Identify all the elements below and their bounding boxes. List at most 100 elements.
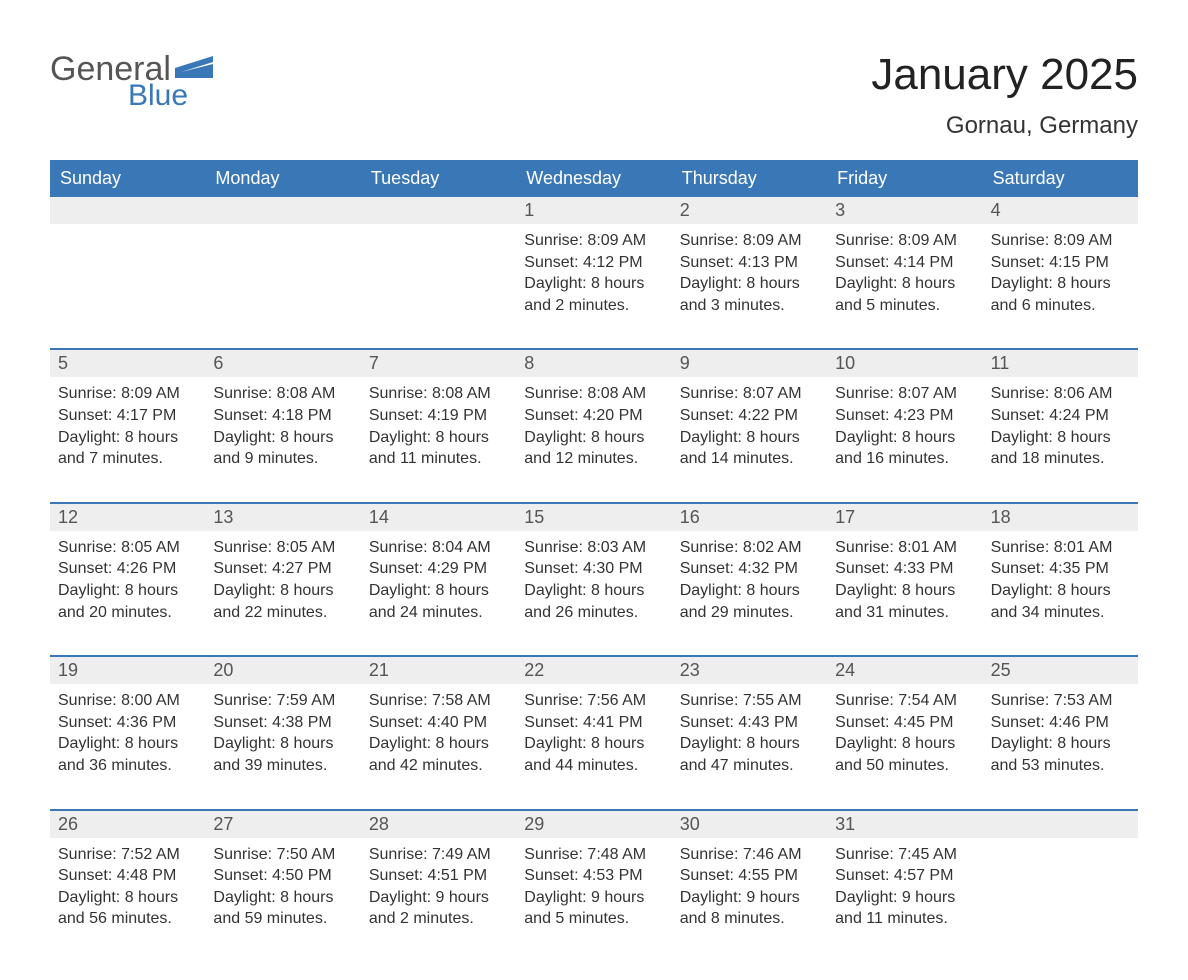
sunset-text: Sunset: 4:24 PM bbox=[991, 405, 1130, 427]
daylight-text-1: Daylight: 8 hours bbox=[524, 427, 663, 449]
top-bar: General Blue January 2025 Gornau, German… bbox=[50, 50, 1138, 140]
sunrise-text: Sunrise: 7:52 AM bbox=[58, 844, 197, 866]
sunrise-text: Sunrise: 8:05 AM bbox=[58, 537, 197, 559]
day-number: 15 bbox=[516, 504, 671, 531]
sunset-text: Sunset: 4:19 PM bbox=[369, 405, 508, 427]
sunrise-text: Sunrise: 7:48 AM bbox=[524, 844, 663, 866]
day-cell: 2Sunrise: 8:09 AMSunset: 4:13 PMDaylight… bbox=[672, 197, 827, 326]
day-cell: 13Sunrise: 8:05 AMSunset: 4:27 PMDayligh… bbox=[205, 504, 360, 633]
day-body: Sunrise: 8:09 AMSunset: 4:15 PMDaylight:… bbox=[983, 224, 1138, 326]
day-body: Sunrise: 7:58 AMSunset: 4:40 PMDaylight:… bbox=[361, 684, 516, 786]
daylight-text-1: Daylight: 8 hours bbox=[835, 580, 974, 602]
day-number: 2 bbox=[672, 197, 827, 224]
day-cell bbox=[361, 197, 516, 326]
day-cell: 6Sunrise: 8:08 AMSunset: 4:18 PMDaylight… bbox=[205, 350, 360, 479]
day-number: 24 bbox=[827, 657, 982, 684]
day-number: 5 bbox=[50, 350, 205, 377]
daylight-text-2: and 56 minutes. bbox=[58, 908, 197, 930]
sunrise-text: Sunrise: 8:09 AM bbox=[680, 230, 819, 252]
daylight-text-2: and 8 minutes. bbox=[680, 908, 819, 930]
day-cell: 27Sunrise: 7:50 AMSunset: 4:50 PMDayligh… bbox=[205, 811, 360, 940]
week-row: 12Sunrise: 8:05 AMSunset: 4:26 PMDayligh… bbox=[50, 502, 1138, 633]
location-label: Gornau, Germany bbox=[871, 112, 1138, 140]
sunset-text: Sunset: 4:15 PM bbox=[991, 252, 1130, 274]
day-body: Sunrise: 7:53 AMSunset: 4:46 PMDaylight:… bbox=[983, 684, 1138, 786]
daylight-text-2: and 11 minutes. bbox=[369, 448, 508, 470]
sunrise-text: Sunrise: 8:01 AM bbox=[991, 537, 1130, 559]
logo: General Blue bbox=[50, 50, 213, 113]
day-cell: 1Sunrise: 8:09 AMSunset: 4:12 PMDaylight… bbox=[516, 197, 671, 326]
day-cell: 26Sunrise: 7:52 AMSunset: 4:48 PMDayligh… bbox=[50, 811, 205, 940]
day-number: 11 bbox=[983, 350, 1138, 377]
daylight-text-1: Daylight: 8 hours bbox=[369, 427, 508, 449]
day-number: 22 bbox=[516, 657, 671, 684]
daylight-text-1: Daylight: 8 hours bbox=[58, 887, 197, 909]
day-body bbox=[361, 224, 516, 310]
daylight-text-2: and 39 minutes. bbox=[213, 755, 352, 777]
day-cell: 14Sunrise: 8:04 AMSunset: 4:29 PMDayligh… bbox=[361, 504, 516, 633]
sunrise-text: Sunrise: 8:08 AM bbox=[524, 383, 663, 405]
daylight-text-1: Daylight: 8 hours bbox=[213, 427, 352, 449]
day-header-friday: Friday bbox=[827, 160, 982, 197]
sunrise-text: Sunrise: 8:08 AM bbox=[369, 383, 508, 405]
daylight-text-1: Daylight: 9 hours bbox=[369, 887, 508, 909]
daylight-text-2: and 7 minutes. bbox=[58, 448, 197, 470]
sunset-text: Sunset: 4:53 PM bbox=[524, 865, 663, 887]
daylight-text-2: and 26 minutes. bbox=[524, 602, 663, 624]
sunset-text: Sunset: 4:33 PM bbox=[835, 558, 974, 580]
sunrise-text: Sunrise: 8:07 AM bbox=[835, 383, 974, 405]
sunrise-text: Sunrise: 7:49 AM bbox=[369, 844, 508, 866]
day-cell: 31Sunrise: 7:45 AMSunset: 4:57 PMDayligh… bbox=[827, 811, 982, 940]
day-body: Sunrise: 8:07 AMSunset: 4:22 PMDaylight:… bbox=[672, 377, 827, 479]
day-number: 19 bbox=[50, 657, 205, 684]
day-number: 21 bbox=[361, 657, 516, 684]
calendar: Sunday Monday Tuesday Wednesday Thursday… bbox=[50, 160, 1138, 940]
day-body: Sunrise: 7:54 AMSunset: 4:45 PMDaylight:… bbox=[827, 684, 982, 786]
day-body: Sunrise: 8:04 AMSunset: 4:29 PMDaylight:… bbox=[361, 531, 516, 633]
sunrise-text: Sunrise: 8:01 AM bbox=[835, 537, 974, 559]
day-cell: 29Sunrise: 7:48 AMSunset: 4:53 PMDayligh… bbox=[516, 811, 671, 940]
day-body: Sunrise: 8:02 AMSunset: 4:32 PMDaylight:… bbox=[672, 531, 827, 633]
daylight-text-2: and 50 minutes. bbox=[835, 755, 974, 777]
day-cell: 25Sunrise: 7:53 AMSunset: 4:46 PMDayligh… bbox=[983, 657, 1138, 786]
daylight-text-1: Daylight: 8 hours bbox=[524, 580, 663, 602]
day-body: Sunrise: 7:50 AMSunset: 4:50 PMDaylight:… bbox=[205, 838, 360, 940]
daylight-text-1: Daylight: 8 hours bbox=[991, 580, 1130, 602]
daylight-text-1: Daylight: 8 hours bbox=[369, 733, 508, 755]
day-body: Sunrise: 8:09 AMSunset: 4:13 PMDaylight:… bbox=[672, 224, 827, 326]
day-cell: 19Sunrise: 8:00 AMSunset: 4:36 PMDayligh… bbox=[50, 657, 205, 786]
day-body: Sunrise: 8:01 AMSunset: 4:33 PMDaylight:… bbox=[827, 531, 982, 633]
daylight-text-1: Daylight: 8 hours bbox=[524, 733, 663, 755]
day-cell bbox=[50, 197, 205, 326]
daylight-text-2: and 11 minutes. bbox=[835, 908, 974, 930]
day-number: 4 bbox=[983, 197, 1138, 224]
daylight-text-1: Daylight: 8 hours bbox=[524, 273, 663, 295]
sunrise-text: Sunrise: 8:07 AM bbox=[680, 383, 819, 405]
daylight-text-2: and 29 minutes. bbox=[680, 602, 819, 624]
sunrise-text: Sunrise: 8:02 AM bbox=[680, 537, 819, 559]
sunset-text: Sunset: 4:51 PM bbox=[369, 865, 508, 887]
daylight-text-1: Daylight: 8 hours bbox=[680, 733, 819, 755]
sunrise-text: Sunrise: 8:04 AM bbox=[369, 537, 508, 559]
day-body: Sunrise: 7:49 AMSunset: 4:51 PMDaylight:… bbox=[361, 838, 516, 940]
day-cell: 23Sunrise: 7:55 AMSunset: 4:43 PMDayligh… bbox=[672, 657, 827, 786]
day-cell: 4Sunrise: 8:09 AMSunset: 4:15 PMDaylight… bbox=[983, 197, 1138, 326]
sunset-text: Sunset: 4:32 PM bbox=[680, 558, 819, 580]
day-body: Sunrise: 8:01 AMSunset: 4:35 PMDaylight:… bbox=[983, 531, 1138, 633]
sunset-text: Sunset: 4:38 PM bbox=[213, 712, 352, 734]
day-number: 25 bbox=[983, 657, 1138, 684]
sunrise-text: Sunrise: 7:46 AM bbox=[680, 844, 819, 866]
day-cell: 21Sunrise: 7:58 AMSunset: 4:40 PMDayligh… bbox=[361, 657, 516, 786]
daylight-text-2: and 24 minutes. bbox=[369, 602, 508, 624]
day-number: 8 bbox=[516, 350, 671, 377]
daylight-text-1: Daylight: 8 hours bbox=[835, 273, 974, 295]
day-number: 13 bbox=[205, 504, 360, 531]
sunset-text: Sunset: 4:30 PM bbox=[524, 558, 663, 580]
day-number: 23 bbox=[672, 657, 827, 684]
day-number: 30 bbox=[672, 811, 827, 838]
day-body: Sunrise: 8:09 AMSunset: 4:17 PMDaylight:… bbox=[50, 377, 205, 479]
daylight-text-2: and 16 minutes. bbox=[835, 448, 974, 470]
daylight-text-1: Daylight: 8 hours bbox=[680, 273, 819, 295]
daylight-text-1: Daylight: 8 hours bbox=[991, 733, 1130, 755]
day-number: 18 bbox=[983, 504, 1138, 531]
